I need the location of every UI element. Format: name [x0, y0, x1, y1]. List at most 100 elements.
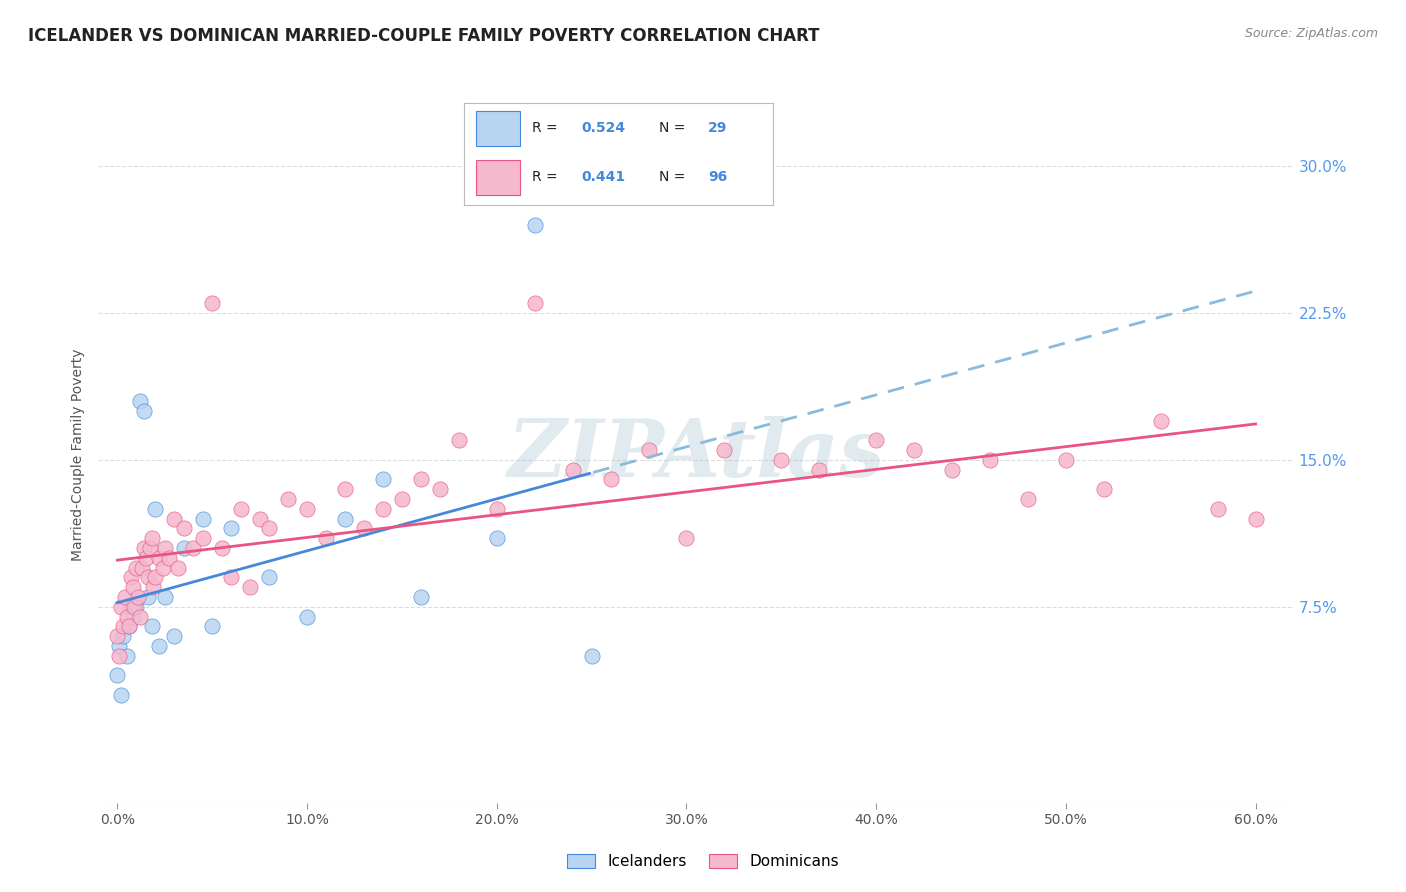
- Point: [127, 590, 149, 604]
- Point: [114, 590, 136, 604]
- Point: [239, 580, 262, 594]
- Point: [131, 560, 153, 574]
- Point: [295, 609, 318, 624]
- Point: [153, 590, 176, 604]
- Point: [903, 443, 925, 458]
- Point: [191, 511, 214, 525]
- Text: N =: N =: [659, 121, 689, 136]
- Point: [124, 599, 146, 614]
- Point: [333, 482, 356, 496]
- Bar: [477, 160, 520, 194]
- Point: [120, 599, 142, 614]
- Point: [561, 462, 583, 476]
- Point: [138, 541, 160, 555]
- Point: [132, 541, 155, 555]
- Point: [173, 521, 195, 535]
- Point: [157, 550, 180, 565]
- Point: [181, 541, 204, 555]
- Point: [108, 648, 131, 663]
- Point: [333, 511, 356, 525]
- Point: [485, 531, 508, 545]
- Point: [121, 609, 143, 624]
- Point: [112, 629, 135, 643]
- Point: [132, 404, 155, 418]
- Point: [125, 599, 148, 614]
- Point: [447, 434, 470, 448]
- Point: [201, 619, 224, 633]
- Text: Source: ZipAtlas.com: Source: ZipAtlas.com: [1244, 27, 1378, 40]
- Point: [136, 570, 159, 584]
- Point: [409, 472, 432, 486]
- Point: [249, 511, 271, 525]
- Point: [277, 491, 299, 506]
- Text: N =: N =: [659, 170, 689, 185]
- Text: 96: 96: [709, 170, 727, 185]
- Point: [770, 452, 793, 467]
- Point: [105, 668, 128, 682]
- Point: [115, 609, 138, 624]
- Point: [115, 648, 138, 663]
- Text: R =: R =: [531, 121, 562, 136]
- Legend: Icelanders, Dominicans: Icelanders, Dominicans: [561, 848, 845, 875]
- Point: [110, 688, 132, 702]
- Point: [108, 639, 131, 653]
- Point: [148, 639, 170, 653]
- Text: 0.441: 0.441: [582, 170, 626, 185]
- Point: [523, 218, 546, 232]
- Point: [257, 570, 280, 584]
- Text: R =: R =: [531, 170, 562, 185]
- Point: [173, 541, 195, 555]
- Point: [295, 501, 318, 516]
- Point: [112, 619, 135, 633]
- Point: [163, 511, 186, 525]
- Point: [201, 296, 224, 310]
- Point: [581, 648, 603, 663]
- Point: [136, 590, 159, 604]
- Point: [229, 501, 252, 516]
- Text: 29: 29: [709, 121, 728, 136]
- Point: [219, 521, 242, 535]
- Point: [1017, 491, 1039, 506]
- Point: [105, 629, 128, 643]
- Point: [211, 541, 233, 555]
- Text: 0.524: 0.524: [582, 121, 626, 136]
- Point: [979, 452, 1001, 467]
- Point: [163, 629, 186, 643]
- Point: [110, 599, 132, 614]
- Bar: [477, 111, 520, 145]
- Point: [713, 443, 735, 458]
- Point: [167, 560, 190, 574]
- Point: [599, 472, 621, 486]
- Point: [135, 550, 157, 565]
- Point: [141, 531, 163, 545]
- Point: [153, 541, 176, 555]
- Point: [637, 443, 659, 458]
- Point: [1092, 482, 1115, 496]
- Point: [371, 501, 394, 516]
- Point: [808, 462, 831, 476]
- Point: [152, 560, 174, 574]
- Point: [148, 550, 170, 565]
- Point: [143, 501, 166, 516]
- Point: [125, 560, 148, 574]
- Point: [523, 296, 546, 310]
- Point: [191, 531, 214, 545]
- Point: [1244, 511, 1267, 525]
- Y-axis label: Married-Couple Family Poverty: Married-Couple Family Poverty: [70, 349, 84, 561]
- Point: [485, 501, 508, 516]
- Point: [141, 619, 163, 633]
- Point: [391, 491, 413, 506]
- Point: [257, 521, 280, 535]
- Point: [129, 394, 152, 409]
- Point: [1150, 414, 1173, 428]
- Point: [675, 531, 697, 545]
- Point: [315, 531, 337, 545]
- Point: [121, 580, 143, 594]
- Point: [1054, 452, 1077, 467]
- Text: ZIPAtlas: ZIPAtlas: [508, 417, 884, 493]
- Point: [118, 619, 141, 633]
- Text: ICELANDER VS DOMINICAN MARRIED-COUPLE FAMILY POVERTY CORRELATION CHART: ICELANDER VS DOMINICAN MARRIED-COUPLE FA…: [28, 27, 820, 45]
- Point: [941, 462, 963, 476]
- Point: [371, 472, 394, 486]
- Point: [429, 482, 451, 496]
